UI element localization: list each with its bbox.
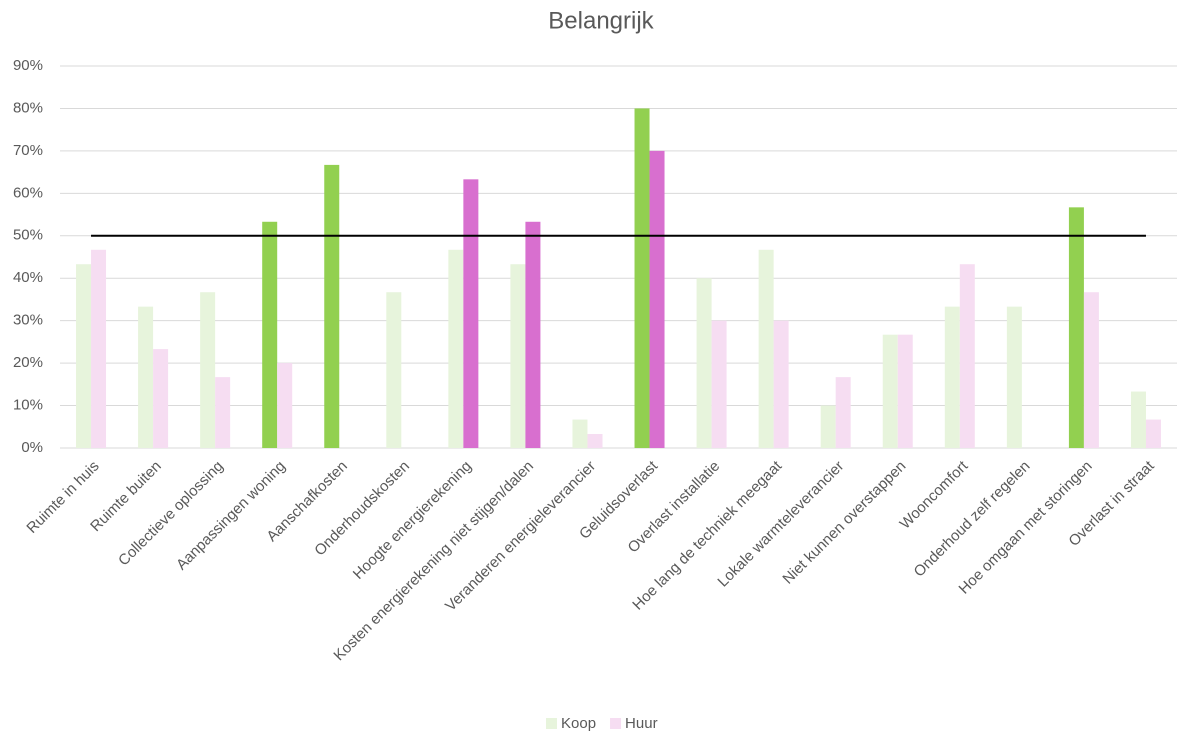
bar (262, 221, 278, 448)
bar (153, 349, 169, 448)
y-tick-label: 10% (13, 397, 43, 414)
bar (649, 150, 665, 448)
legend-swatch (546, 718, 557, 729)
y-tick-label: 20% (13, 354, 43, 371)
bar (215, 377, 231, 448)
bar (76, 264, 92, 448)
bar (463, 179, 479, 448)
bar (510, 264, 526, 448)
bar (897, 334, 913, 448)
bar (959, 264, 975, 448)
bar (324, 164, 340, 448)
bar (448, 249, 464, 448)
chart-title: Belangrijk (548, 7, 654, 34)
bar (835, 377, 851, 448)
bar (277, 363, 293, 448)
bar (1130, 391, 1146, 448)
bar (138, 306, 154, 448)
x-tick-label: Niet kunnen overstappen (779, 458, 909, 588)
legend-swatch (610, 718, 622, 729)
bar (572, 419, 588, 448)
bar (525, 221, 541, 448)
bar (711, 320, 727, 448)
x-tick-label: Onderhoud zelf regelen (911, 458, 1034, 581)
bar (587, 433, 603, 448)
y-tick-label: 80% (13, 99, 43, 116)
bar (773, 320, 789, 448)
y-tick-label: 60% (13, 184, 43, 201)
y-tick-label: 70% (13, 142, 43, 159)
x-tick-label: Aanpassingen woning (173, 458, 289, 574)
bar (944, 306, 960, 448)
y-tick-label: 30% (13, 312, 43, 329)
legend-label: Huur (625, 715, 658, 732)
legend-label: Koop (561, 715, 596, 732)
bar (386, 292, 402, 448)
bar (1006, 306, 1022, 448)
bar (758, 249, 774, 448)
y-tick-label: 40% (13, 269, 43, 286)
y-tick-label: 0% (21, 439, 43, 456)
bar (1145, 419, 1161, 448)
bar (696, 278, 712, 448)
bar (1068, 207, 1084, 448)
bar (634, 108, 650, 448)
bar (91, 249, 107, 448)
x-tick-label: Hoogte energierekening (350, 458, 475, 583)
bar (882, 334, 898, 448)
bar (820, 405, 836, 448)
y-tick-label: 90% (13, 57, 43, 74)
bar (1083, 292, 1099, 448)
x-tick-label: Collectieve oplossing (115, 458, 227, 570)
x-tick-label: Lokale warmteleverancier (714, 458, 847, 591)
y-tick-label: 50% (13, 227, 43, 244)
bar (200, 292, 216, 448)
